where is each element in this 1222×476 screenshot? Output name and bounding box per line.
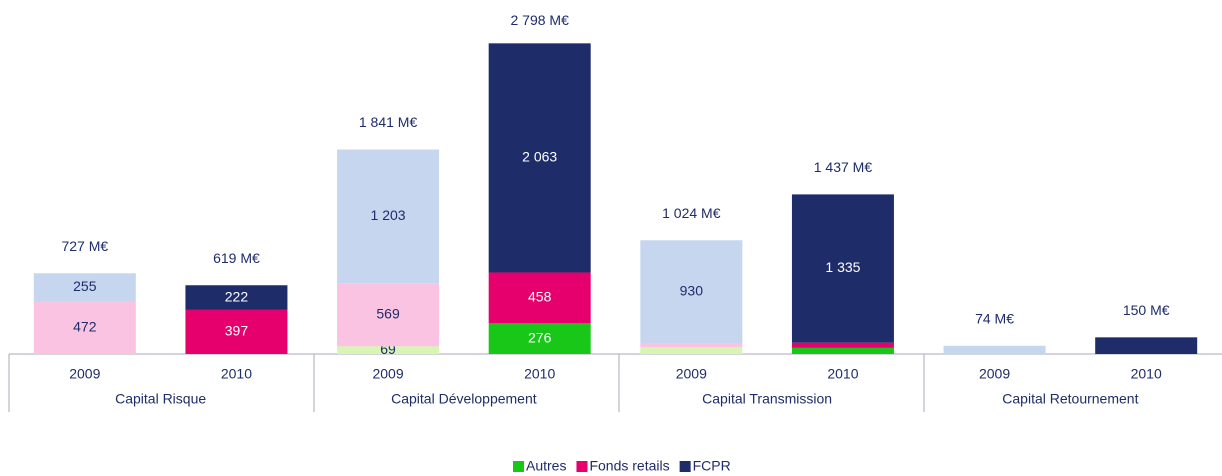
x-tick-label: 2009: [69, 366, 100, 382]
legend-label: Autres: [526, 458, 566, 474]
legend-swatch: [513, 461, 524, 472]
total-label: 1 437 M€: [814, 159, 873, 175]
total-label: 74 M€: [975, 310, 1014, 326]
value-label: 255: [73, 278, 97, 294]
value-label: 222: [225, 288, 249, 304]
bar-segment: [1095, 337, 1198, 354]
bar-segment: [791, 194, 894, 343]
x-tick-label: 2010: [1131, 366, 1162, 382]
bar-segment: [640, 240, 743, 344]
value-label: 458: [528, 289, 552, 305]
total-label: 727 M€: [61, 238, 108, 254]
bar-segment: [337, 283, 440, 347]
group-label: Capital Développement: [391, 391, 537, 407]
group-label: Capital Transmission: [702, 391, 832, 407]
value-label: 2 063: [522, 149, 557, 165]
total-label: 1 841 M€: [359, 114, 418, 130]
bar-segment: [791, 342, 894, 348]
legend-swatch: [679, 461, 691, 472]
total-label: 2 798 M€: [511, 12, 570, 28]
x-tick-label: 2009: [676, 366, 707, 382]
bar-segment: [640, 347, 743, 354]
legend-label: Fonds retails: [589, 458, 669, 474]
group-label: Capital Risque: [115, 391, 206, 407]
bar-segment: [640, 343, 743, 348]
legend-swatch: [576, 461, 588, 472]
bar-segment: [337, 149, 440, 284]
bar-segment: [33, 301, 136, 354]
x-tick-label: 2010: [221, 366, 252, 382]
legend-label: FCPR: [693, 458, 731, 474]
bar-segment: [943, 345, 1046, 354]
total-label: 150 M€: [1123, 302, 1170, 318]
x-tick-label: 2009: [372, 366, 403, 382]
x-tick-label: 2009: [979, 366, 1010, 382]
bar-segment: [488, 272, 591, 324]
value-label: 472: [73, 318, 97, 334]
total-label: 619 M€: [213, 250, 260, 266]
total-label: 1 024 M€: [662, 205, 721, 221]
bar-segment: [33, 273, 136, 302]
bar-segment: [185, 309, 288, 354]
value-label: 569: [376, 305, 400, 321]
x-tick-label: 2010: [524, 366, 555, 382]
bar-segment: [185, 285, 288, 310]
value-label: 1 203: [371, 207, 406, 223]
value-label: 930: [680, 283, 704, 299]
group-label: Capital Retournement: [1002, 391, 1138, 407]
x-tick-label: 2010: [827, 366, 858, 382]
bar-segment: [337, 346, 440, 354]
value-label: 1 335: [825, 259, 860, 275]
bar-segment: [791, 347, 894, 354]
value-label: 397: [225, 323, 249, 339]
bar-segment: [488, 323, 591, 354]
value-label: 276: [528, 329, 552, 345]
bar-segment: [488, 43, 591, 273]
